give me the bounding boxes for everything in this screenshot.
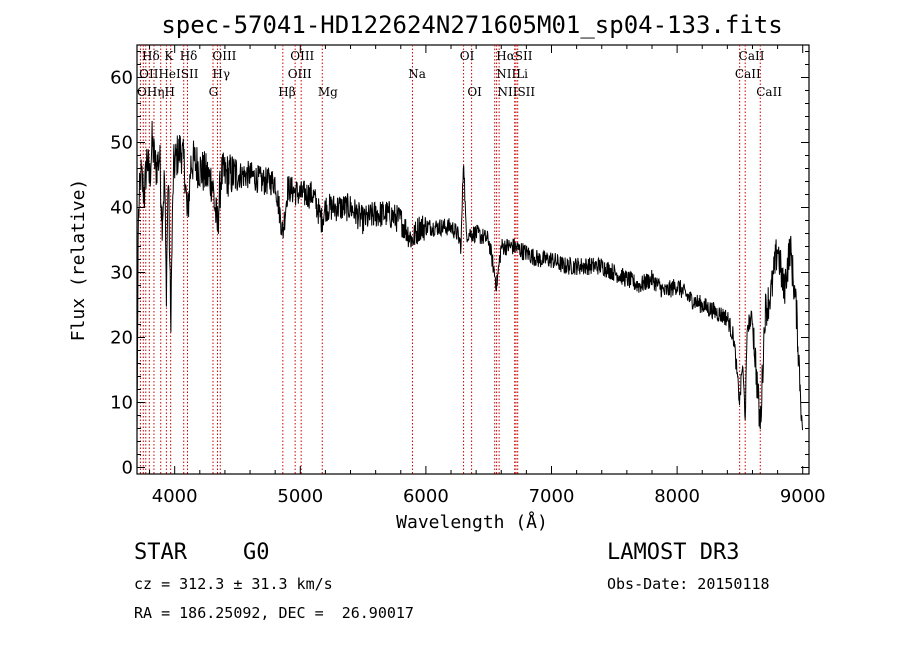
line-label: Hβ xyxy=(278,85,295,99)
line-label: NIILi xyxy=(496,67,528,81)
object-type: STAR xyxy=(134,540,187,565)
x-tick-label: 4000 xyxy=(152,486,198,507)
line-label: Hγ xyxy=(212,67,230,81)
line-label: OHηH xyxy=(137,85,175,99)
line-label: Hδ xyxy=(142,49,160,63)
coordinates: RA = 186.25092, DEC = 26.90017 xyxy=(134,604,414,622)
line-label: Na xyxy=(408,67,426,81)
line-label: G xyxy=(209,85,219,99)
spectrum-chart: spec-57041-HD122624N271605M01_sp04-133.f… xyxy=(68,11,826,533)
survey-name: LAMOST DR3 xyxy=(607,540,740,565)
x-tick-label: 5000 xyxy=(277,486,323,507)
y-tick-label: 40 xyxy=(110,198,133,219)
x-axis-label: Wavelength (Å) xyxy=(396,511,548,533)
line-label: OI xyxy=(460,49,475,63)
line-label: CaII xyxy=(739,49,765,63)
line-label: OIII xyxy=(212,49,236,63)
y-axis-label: Flux (relative) xyxy=(68,179,89,342)
spectral-line-labels: Hδ K Hδ OIII OIII OI HαSII CaII OIIHeISII Hγ OIII N… xyxy=(137,49,782,99)
y-tick-label: 0 xyxy=(122,458,133,479)
line-label: HαSII xyxy=(496,49,533,63)
spectrum-series xyxy=(136,120,803,436)
y-tick-label: 20 xyxy=(110,328,133,349)
line-label: OIIHeISII xyxy=(139,67,199,81)
line-label: Hδ xyxy=(180,49,198,63)
line-label: K xyxy=(164,49,174,63)
line-label: CaII xyxy=(735,67,761,81)
line-label: NIISII xyxy=(497,85,535,99)
x-tick-label: 7000 xyxy=(529,486,575,507)
line-label: CaII xyxy=(756,85,782,99)
line-label: OIII xyxy=(288,67,312,81)
x-tick-label: 9000 xyxy=(780,486,826,507)
line-label: Mg xyxy=(318,85,338,99)
y-tick-label: 50 xyxy=(110,133,133,154)
y-tick-label: 60 xyxy=(110,68,133,89)
y-tick-label: 30 xyxy=(110,263,133,284)
y-tick-label: 10 xyxy=(110,393,133,414)
x-axis: 4000 5000 6000 7000 8000 9000 xyxy=(149,45,826,507)
redshift-cz: cz = 312.3 ± 31.3 km/s xyxy=(134,575,333,593)
x-tick-label: 8000 xyxy=(654,486,700,507)
plot-frame xyxy=(136,44,810,475)
spectral-line-markers xyxy=(139,45,761,474)
subclass: G0 xyxy=(243,540,270,565)
x-tick-label: 6000 xyxy=(403,486,449,507)
line-label: OI xyxy=(467,85,482,99)
line-label: OIII xyxy=(290,49,314,63)
y-axis: 0 10 20 30 40 50 60 xyxy=(110,51,809,479)
chart-title: spec-57041-HD122624N271605M01_sp04-133.f… xyxy=(161,11,782,39)
obs-date: Obs-Date: 20150118 xyxy=(607,575,770,593)
